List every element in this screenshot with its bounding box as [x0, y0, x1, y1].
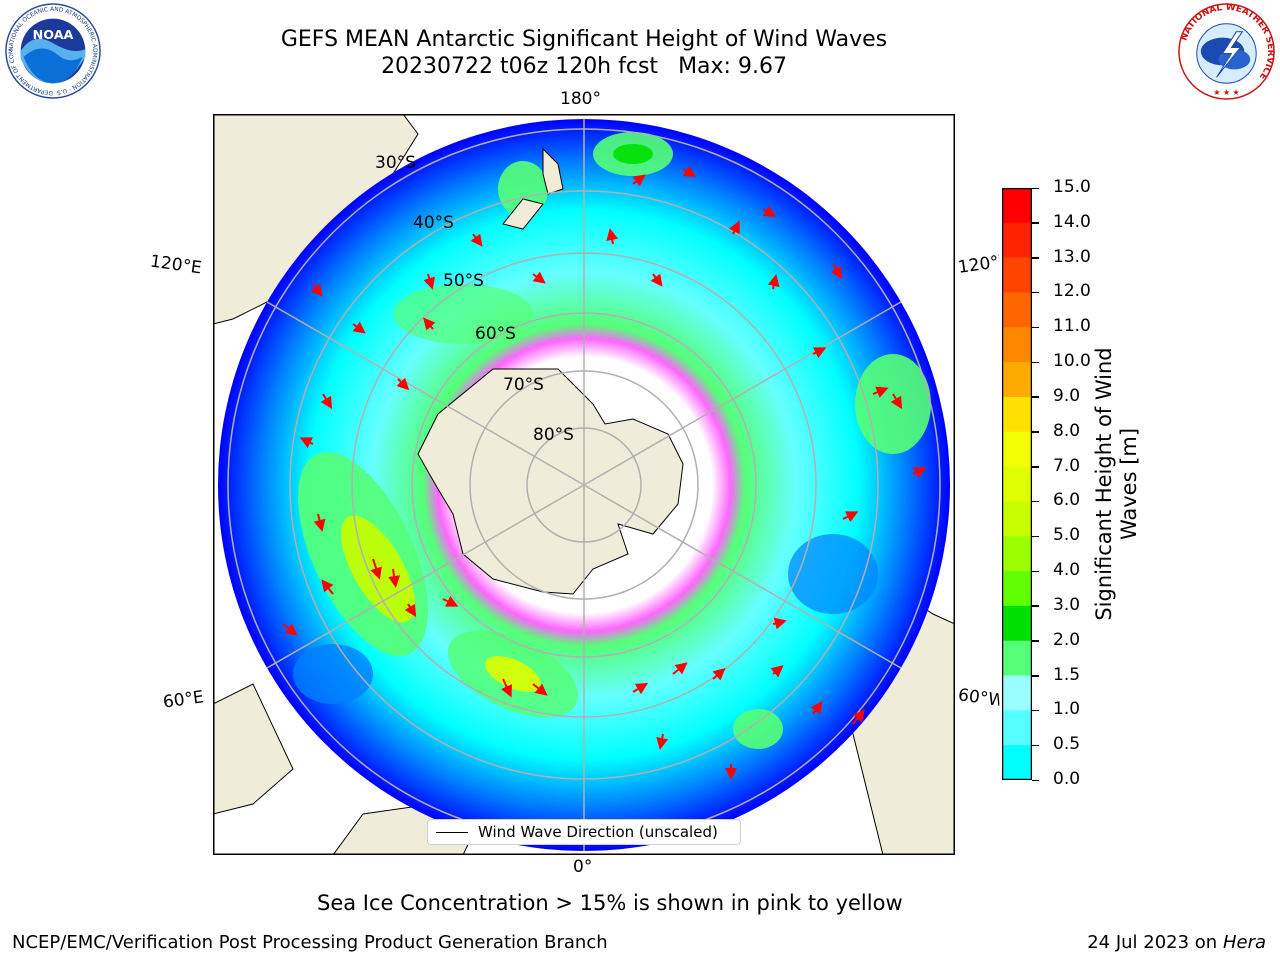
colorbar-tick-label: 7.0	[1053, 455, 1081, 476]
colorbar-segment	[1002, 222, 1032, 259]
colorbar-tick-label: 2.0	[1053, 629, 1081, 650]
colorbar-label-line2: Waves [m]	[1117, 427, 1141, 541]
colorbar-segment	[1002, 571, 1032, 607]
colorbar-tick-mark	[1032, 570, 1039, 573]
noaa-logo-text: NOAA	[33, 28, 74, 43]
lat-label-50s: 50°S	[443, 271, 484, 291]
colorbar-tick-label: 12.0	[1053, 281, 1091, 302]
colorbar-segment	[1002, 605, 1032, 642]
colorbar-tick-label: 1.5	[1053, 664, 1081, 685]
colorbar-segment	[1002, 501, 1032, 537]
lat-label-30s: 30°S	[375, 153, 416, 173]
colorbar-tick-label: 9.0	[1053, 385, 1081, 406]
colorbar-segment	[1002, 466, 1032, 502]
colorbar-tick-mark	[1032, 675, 1039, 677]
colorbar-tick-label: 0.0	[1053, 769, 1081, 789]
colorbar-tick-mark	[1032, 640, 1039, 642]
colorbar-segment	[1002, 396, 1032, 433]
colorbar-segment	[1002, 431, 1032, 468]
lat-label-40s: 40°S	[413, 213, 454, 233]
colorbar-segment	[1002, 327, 1032, 363]
chart-subtitle: 20230722 t06z 120h fcst Max: 9.67	[180, 54, 988, 80]
colorbar-tick-mark	[1032, 500, 1039, 503]
footer-date: 24 Jul 2023 on Hera	[1087, 932, 1266, 953]
footer-host: Hera	[1222, 932, 1266, 953]
colorbar-segment	[1002, 710, 1032, 746]
svg-text:★ ★ ★: ★ ★ ★	[1213, 88, 1239, 97]
new-zealand-landmass	[542, 147, 564, 195]
colorbar-tick-label: 0.5	[1053, 734, 1081, 755]
colorbar-tick-label: 1.0	[1053, 699, 1081, 720]
antarctica-landmass	[417, 368, 684, 595]
polar-map: 30°S 40°S 50°S 60°S 70°S 80°S	[213, 114, 955, 855]
forecast-run: 20230722 t06z 120h fcst	[381, 54, 659, 79]
colorbar	[1002, 188, 1032, 780]
colorbar-tick-label: 10.0	[1053, 351, 1091, 372]
colorbar-tick-label: 15.0	[1053, 177, 1091, 197]
colorbar-tick-label: 6.0	[1053, 490, 1081, 511]
colorbar-tick-mark	[1032, 222, 1039, 224]
colorbar-tick-mark	[1032, 396, 1039, 398]
colorbar-tick-label: 5.0	[1053, 525, 1081, 546]
colorbar-segment	[1002, 675, 1032, 711]
colorbar-tick-mark	[1032, 291, 1039, 294]
colorbar-segment	[1002, 640, 1032, 677]
lon-label-180: 180°	[560, 89, 601, 109]
lat-label-80s: 80°S	[533, 425, 574, 445]
lat-label-70s: 70°S	[503, 375, 544, 395]
colorbar-segment	[1002, 362, 1032, 398]
colorbar-tick-label: 14.0	[1053, 211, 1091, 232]
colorbar-tick-mark	[1032, 431, 1039, 433]
colorbar-tick-label: 8.0	[1053, 420, 1081, 441]
colorbar-tick-mark	[1032, 605, 1039, 607]
legend-label: Wind Wave Direction (unscaled)	[478, 823, 718, 841]
wind-wave-direction-arrows	[282, 165, 927, 780]
map-frame	[213, 114, 955, 855]
colorbar-segment	[1002, 188, 1032, 224]
nws-logo: NATIONAL WEATHER SERVICE ★ ★ ★	[1178, 3, 1275, 100]
lat-label-60s: 60°S	[475, 324, 516, 344]
lon-label-120w: 120°W	[956, 252, 1002, 278]
colorbar-tick-mark	[1032, 466, 1039, 468]
colorbar-tick-label: 13.0	[1053, 246, 1091, 267]
colorbar-segment	[1002, 745, 1032, 780]
colorbar-tick-mark	[1032, 709, 1039, 712]
southern-africa-landmass	[213, 683, 294, 815]
colorbar-tick-label: 3.0	[1053, 594, 1081, 615]
colorbar-segment	[1002, 536, 1032, 572]
map-legend: Wind Wave Direction (unscaled)	[427, 819, 741, 845]
chart-title: GEFS MEAN Antarctic Significant Height o…	[280, 27, 888, 52]
colorbar-tick-label: 11.0	[1053, 316, 1091, 337]
lon-label-60w: 60°W	[956, 685, 1002, 711]
colorbar-label-line1: Significant Height of Wind	[1092, 347, 1116, 621]
lon-label-0: 0°	[573, 857, 593, 877]
lon-label-120e: 120°E	[148, 251, 203, 279]
colorbar-tick-mark	[1032, 779, 1039, 781]
legend-line-swatch	[436, 831, 468, 833]
colorbar-tick-mark	[1032, 187, 1039, 189]
sea-ice-note: Sea Ice Concentration > 15% is shown in …	[317, 891, 903, 915]
colorbar-segment	[1002, 292, 1032, 328]
colorbar-tick-mark	[1032, 257, 1039, 259]
footer-branch: NCEP/EMC/Verification Post Processing Pr…	[12, 932, 608, 953]
colorbar-tick-mark	[1032, 744, 1039, 747]
noaa-logo: NATIONAL OCEANIC AND ATMOSPHERIC ADMINIS…	[3, 2, 101, 99]
colorbar-tick-mark	[1032, 326, 1039, 329]
latitude-labels: 30°S 40°S 50°S 60°S 70°S 80°S	[375, 153, 574, 445]
max-value: Max: 9.67	[678, 54, 787, 79]
lon-label-60e: 60°E	[161, 687, 206, 713]
colorbar-tick-mark	[1032, 535, 1039, 538]
colorbar-tick-mark	[1032, 361, 1039, 364]
colorbar-tick-label: 4.0	[1053, 560, 1081, 581]
colorbar-segment	[1002, 257, 1032, 293]
new-zealand-south-island	[502, 198, 544, 230]
footer-date-text: 24 Jul 2023 on	[1087, 932, 1218, 953]
